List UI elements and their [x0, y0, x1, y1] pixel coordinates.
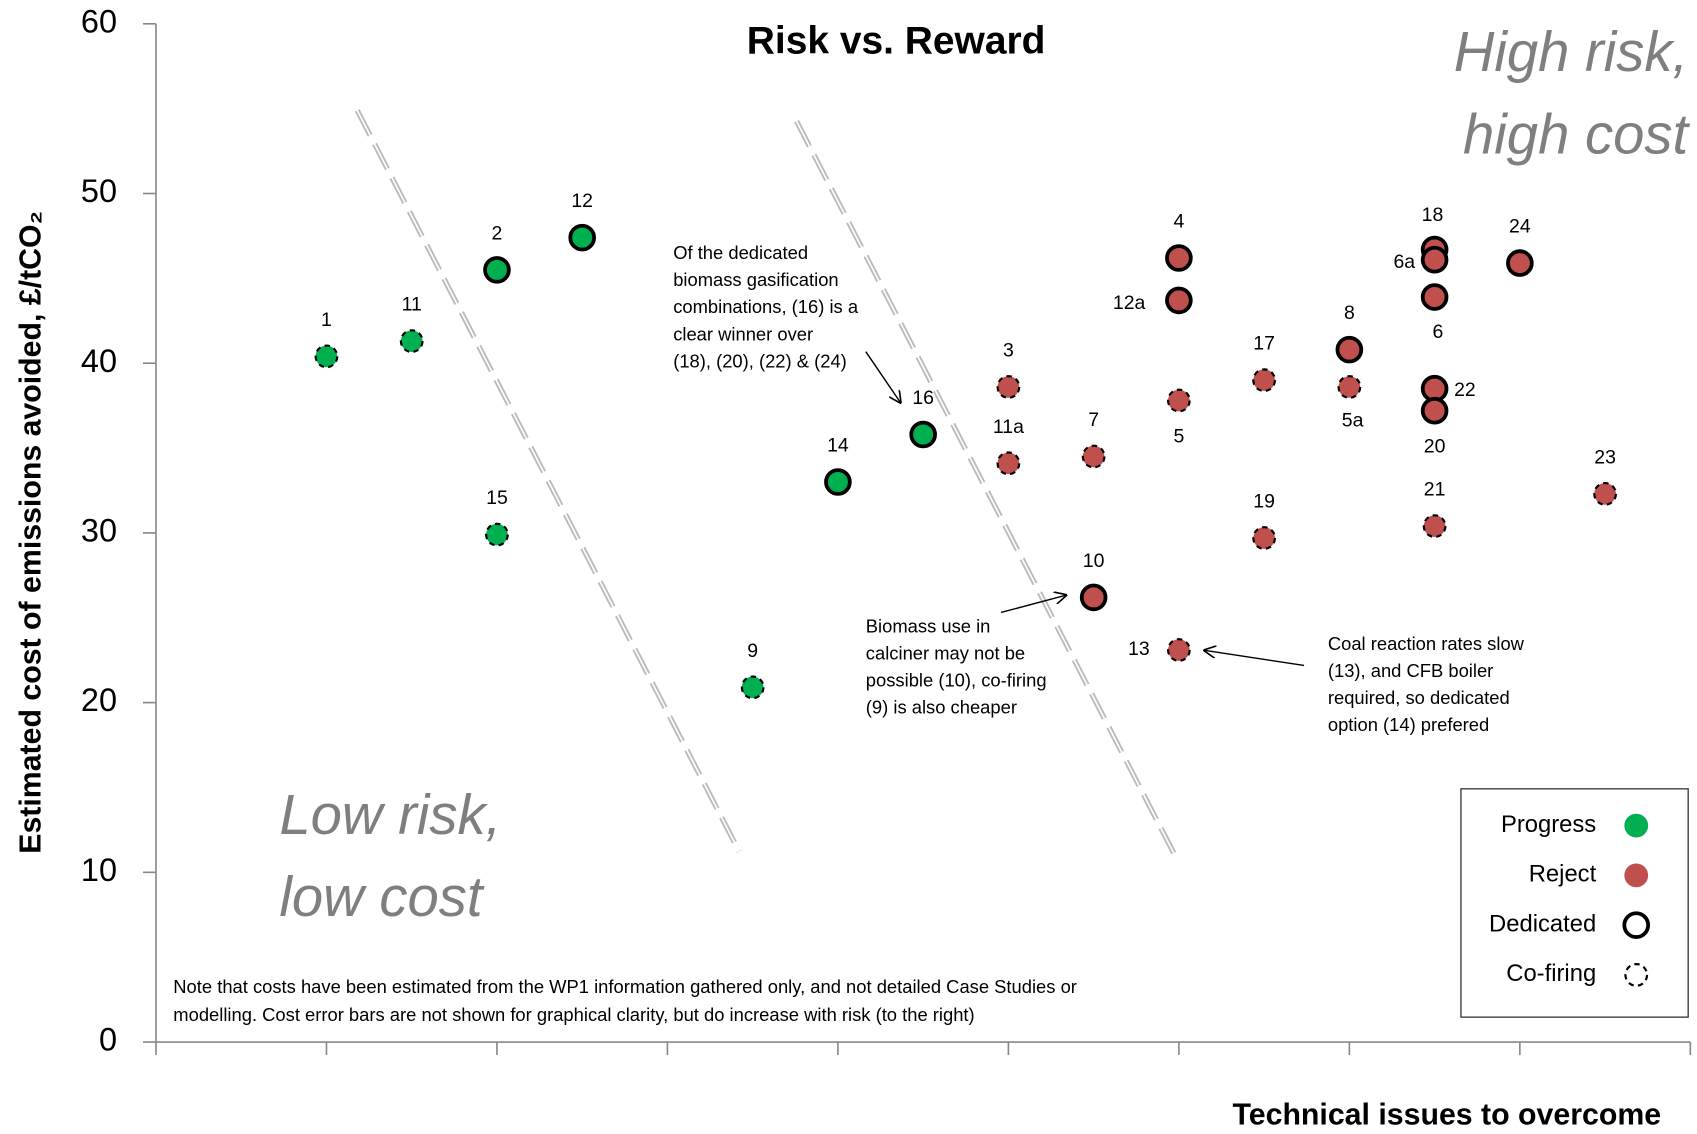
- annotation: possible (10), co-firing: [866, 670, 1047, 691]
- point: [483, 256, 511, 284]
- point-label: 2: [492, 222, 503, 244]
- point: [399, 329, 424, 354]
- point: [1252, 526, 1277, 550]
- point: [1166, 638, 1191, 662]
- divider-lines: [354, 109, 1180, 862]
- point: [1420, 396, 1449, 425]
- point-label: 6: [1432, 321, 1443, 343]
- point: [568, 223, 596, 252]
- point-label: 4: [1173, 210, 1184, 232]
- point-label: 23: [1594, 446, 1616, 468]
- legend-swatch: [1622, 911, 1651, 939]
- point-label: 24: [1509, 216, 1531, 238]
- point-label: 13: [1128, 638, 1150, 660]
- annotation: Biomass use in: [866, 615, 991, 636]
- point: [1506, 249, 1534, 277]
- point: [1165, 244, 1193, 272]
- point-label: 1: [321, 309, 332, 331]
- y-tick-label: 20: [81, 682, 117, 718]
- point-label: 5a: [1342, 410, 1364, 432]
- point: [909, 420, 937, 449]
- point: [996, 375, 1021, 399]
- point-label: 15: [486, 487, 508, 509]
- point: [1335, 335, 1364, 364]
- point-label: 7: [1088, 409, 1099, 431]
- point-label: 16: [912, 387, 934, 409]
- point: [1165, 286, 1193, 315]
- annotation: (13), and CFB boiler: [1328, 660, 1493, 681]
- annotation: calciner may not be: [866, 643, 1025, 664]
- legend-swatch: [1624, 963, 1649, 987]
- annotation: option (14) prefered: [1328, 714, 1489, 735]
- annotation: clear winner over: [673, 323, 813, 344]
- legend-swatch: [1624, 813, 1649, 838]
- point-label: 12: [571, 190, 593, 212]
- annotation: (9) is also cheaper: [866, 697, 1017, 718]
- annotation: Of the dedicated: [673, 242, 808, 263]
- point: [1593, 481, 1618, 506]
- arrow: [865, 351, 901, 403]
- point-label: 9: [747, 640, 758, 662]
- point-label: 6a: [1393, 251, 1415, 273]
- point-label: 22: [1454, 379, 1476, 401]
- x-axis-label: Technical issues to overcome: [1233, 1099, 1662, 1132]
- y-tick-label: 40: [81, 343, 117, 379]
- annotation: (18), (20), (22) & (24): [673, 350, 847, 371]
- legend-box: [1460, 788, 1689, 1018]
- point: [485, 522, 509, 547]
- point: [1337, 375, 1362, 399]
- arrow: [1000, 595, 1066, 614]
- legend-label: Co-firing: [1506, 960, 1596, 987]
- point: [314, 344, 339, 369]
- point: [1166, 388, 1191, 413]
- annotation: biomass gasification: [673, 269, 838, 290]
- point-label: 12a: [1113, 292, 1146, 314]
- point: [1420, 283, 1449, 311]
- legend-label: Dedicated: [1489, 910, 1596, 937]
- point-label: 10: [1083, 550, 1105, 572]
- legend-label: Reject: [1529, 861, 1597, 888]
- annotation: Coal reaction rates slow: [1328, 633, 1525, 654]
- y-axis-label: Estimated cost of emissions avoided, £/t…: [15, 211, 48, 854]
- note: Note that costs have been estimated from…: [173, 976, 1077, 997]
- point: [740, 675, 765, 700]
- quadrant-label: Low risk,: [279, 783, 501, 846]
- point: [1081, 444, 1106, 469]
- y-tick-label: 60: [81, 3, 117, 39]
- y-tick-label: 50: [81, 173, 117, 209]
- quadrant-label: high cost: [1463, 102, 1691, 165]
- arrow: [1204, 650, 1305, 667]
- point-label: 17: [1253, 333, 1275, 355]
- point-label: 11: [402, 294, 422, 316]
- point-label: 21: [1424, 479, 1446, 501]
- quadrant-label: low cost: [279, 865, 485, 928]
- point: [824, 468, 852, 496]
- legend-swatch: [1624, 863, 1649, 888]
- annotation: combinations, (16) is a: [673, 296, 859, 317]
- point-label: 20: [1424, 436, 1446, 458]
- point-label: 11a: [993, 416, 1024, 438]
- point-label: 5: [1173, 425, 1184, 447]
- chart-title: Risk vs. Reward: [747, 20, 1046, 63]
- point: [996, 451, 1021, 476]
- legend-label: Progress: [1501, 811, 1596, 838]
- point-label: 18: [1422, 204, 1444, 226]
- point: [1422, 514, 1447, 539]
- point: [1252, 368, 1277, 393]
- point-label: 19: [1253, 490, 1275, 512]
- point: [1420, 245, 1449, 274]
- point-label: 14: [827, 434, 849, 456]
- point: [1079, 583, 1108, 612]
- annotation: required, so dedicated: [1328, 687, 1510, 708]
- y-tick-label: 0: [99, 1022, 117, 1058]
- point-label: 8: [1344, 302, 1355, 324]
- point-label: 3: [1003, 339, 1014, 361]
- quadrant-label: High risk,: [1454, 20, 1688, 83]
- note: modelling. Cost error bars are not shown…: [173, 1004, 974, 1025]
- y-tick-label: 30: [81, 512, 117, 548]
- y-tick-label: 10: [81, 852, 117, 888]
